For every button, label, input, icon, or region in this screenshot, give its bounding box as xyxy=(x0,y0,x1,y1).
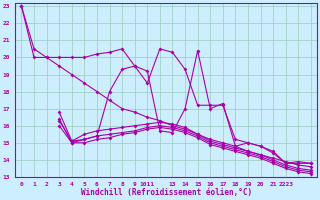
X-axis label: Windchill (Refroidissement éolien,°C): Windchill (Refroidissement éolien,°C) xyxy=(81,188,252,197)
